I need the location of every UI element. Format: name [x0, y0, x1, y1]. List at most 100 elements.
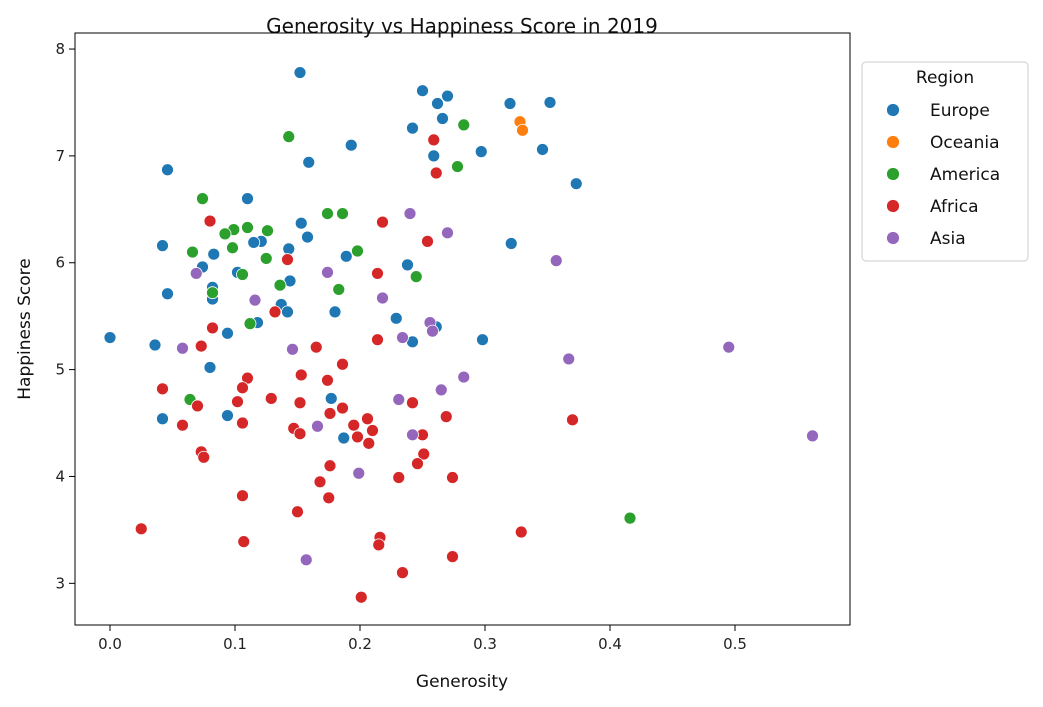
x-axis: 0.0 0.1 0.2 0.3 0.4 0.5	[98, 625, 747, 653]
point-europe-8	[344, 138, 358, 152]
y-tick-label: 5	[55, 361, 65, 379]
point-africa-15	[321, 373, 334, 387]
point-asia-16	[392, 393, 406, 406]
point-europe-12	[302, 155, 316, 169]
point-america-15	[206, 286, 219, 300]
y-tick-label: 6	[55, 254, 65, 272]
point-europe-5	[543, 96, 557, 109]
legend-label-africa: Africa	[930, 197, 979, 217]
point-america-3	[196, 192, 209, 206]
point-asia-3	[189, 267, 203, 280]
point-europe-4	[503, 97, 517, 110]
point-africa-32	[439, 410, 453, 424]
point-africa-1	[429, 166, 443, 180]
point-asia-9	[396, 331, 409, 344]
legend-label-europe: Europe	[930, 101, 990, 121]
point-america-18	[409, 270, 423, 284]
point-africa-29	[347, 418, 361, 432]
point-america-7	[218, 227, 232, 241]
point-europe-9	[536, 143, 549, 156]
point-africa-43	[392, 471, 406, 484]
point-america-16	[273, 278, 287, 292]
point-asia-20	[352, 466, 366, 480]
point-europe-13	[569, 177, 583, 191]
y-tick-label: 8	[55, 40, 65, 58]
point-africa-31	[366, 424, 379, 437]
point-europe-7	[406, 121, 419, 135]
point-africa-41	[323, 459, 337, 473]
point-africa-23	[336, 401, 349, 415]
point-europe-38	[328, 305, 342, 319]
point-africa-6	[371, 267, 384, 280]
point-africa-19	[293, 396, 307, 410]
legend: Region Europe Oceania America Africa Asia	[861, 61, 1029, 262]
point-asia-2	[549, 254, 563, 268]
point-europe-16	[156, 239, 169, 253]
point-africa-34	[351, 430, 364, 444]
point-america-2	[451, 160, 464, 173]
point-africa-38	[197, 450, 211, 464]
point-asia-10	[176, 341, 189, 355]
point-america-9	[186, 245, 199, 259]
y-axis: 3 4 5 6 7 8	[55, 40, 75, 592]
point-europe-39	[389, 311, 403, 325]
point-africa-51	[237, 535, 251, 549]
point-europe-24	[339, 249, 353, 263]
point-america-13	[259, 252, 273, 265]
point-europe-1	[416, 84, 429, 98]
point-asia-17	[311, 419, 324, 433]
point-africa-22	[264, 392, 278, 405]
point-america-14	[236, 268, 249, 281]
point-europe-2	[431, 97, 444, 110]
legend-label-america: America	[930, 165, 1000, 185]
data-points	[103, 66, 819, 604]
x-tick-label: 0.2	[348, 635, 372, 653]
point-asia-4	[321, 265, 334, 279]
point-america-1	[457, 118, 471, 132]
point-europe-44	[156, 412, 169, 426]
point-america-17	[332, 283, 346, 296]
legend-marker-africa	[886, 199, 900, 213]
point-asia-5	[376, 291, 389, 305]
point-asia-1	[441, 226, 454, 240]
legend-label-oceania: Oceania	[930, 133, 1000, 153]
legend-box	[861, 61, 1029, 262]
point-europe-20	[301, 230, 314, 244]
point-europe-34	[221, 326, 234, 340]
point-asia-11	[286, 342, 299, 356]
point-africa-45	[236, 489, 249, 503]
x-tick-label: 0.1	[223, 635, 247, 653]
point-africa-3	[376, 215, 389, 229]
point-africa-16	[236, 381, 249, 395]
point-europe-21	[282, 242, 296, 256]
point-africa-47	[291, 505, 304, 519]
point-africa-7	[206, 321, 219, 335]
point-europe-0	[293, 66, 307, 79]
x-tick-label: 0.4	[598, 635, 622, 653]
point-africa-40	[411, 457, 424, 471]
x-tick-label: 0.0	[98, 635, 122, 653]
chart-title: Generosity vs Happiness Score in 2019	[266, 14, 658, 38]
y-axis-label: Happiness Score	[15, 258, 35, 399]
point-africa-17	[156, 382, 169, 396]
point-africa-18	[231, 395, 244, 409]
point-europe-22	[247, 236, 261, 249]
point-europe-33	[148, 338, 162, 352]
point-africa-42	[313, 475, 327, 489]
point-africa-10	[194, 339, 208, 353]
point-africa-12	[336, 357, 349, 371]
point-africa-24	[323, 407, 337, 420]
x-tick-label: 0.3	[473, 635, 497, 653]
point-europe-15	[241, 192, 254, 206]
y-tick-label: 3	[55, 574, 65, 592]
legend-label-asia: Asia	[930, 229, 966, 249]
point-africa-35	[362, 436, 376, 450]
point-europe-43	[203, 361, 217, 374]
point-europe-31	[401, 258, 414, 272]
point-africa-54	[396, 566, 409, 580]
point-africa-39	[417, 447, 431, 461]
point-europe-11	[474, 145, 488, 159]
point-africa-5	[281, 253, 294, 266]
legend-marker-europe	[886, 103, 900, 117]
point-africa-11	[309, 340, 323, 354]
